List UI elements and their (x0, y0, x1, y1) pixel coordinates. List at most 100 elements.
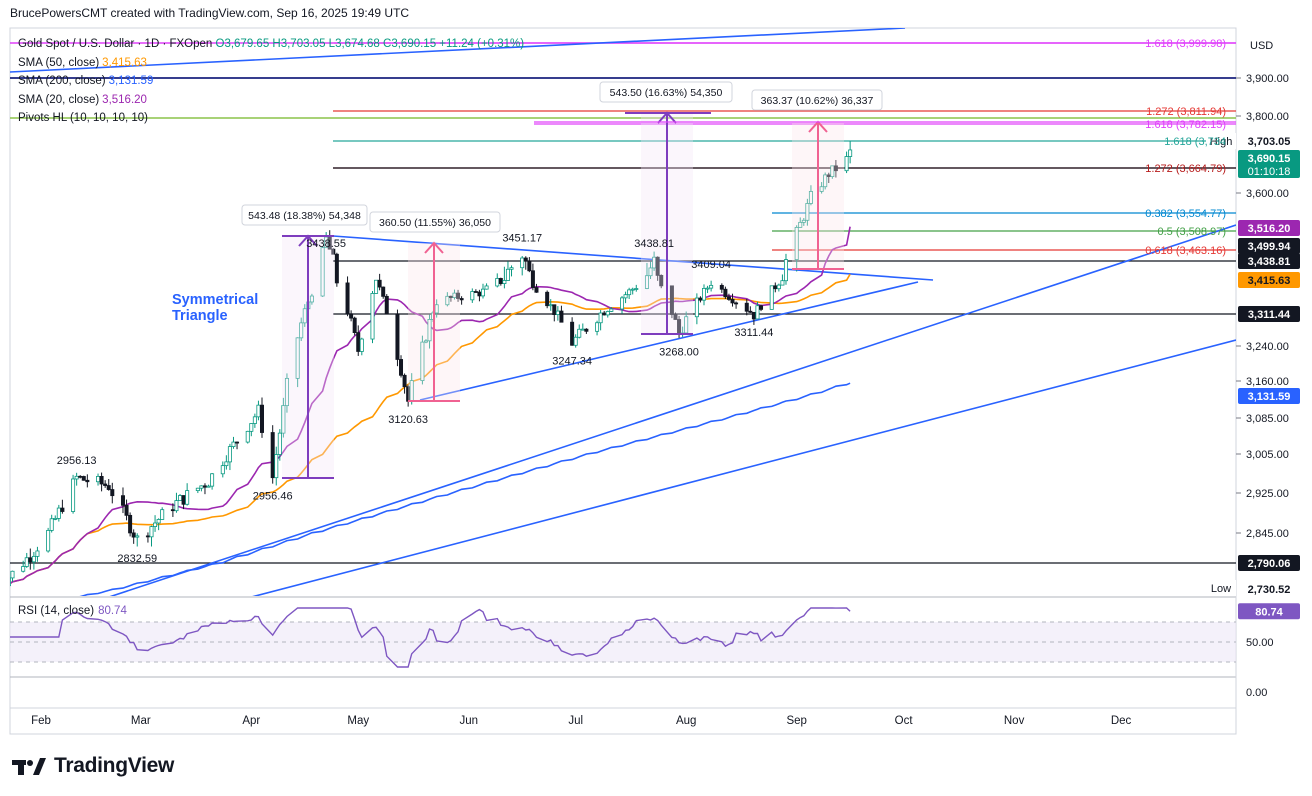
chart-attribution: BrucePowersCMT created with TradingView.… (10, 6, 410, 20)
candle-body (702, 288, 707, 301)
candle-body (698, 297, 703, 301)
candle-body (584, 328, 589, 332)
price-tick-label: 3,005.00 (1246, 449, 1289, 461)
rsi-value-badge (1238, 603, 1300, 620)
candle-body (480, 288, 485, 297)
candle-body (730, 299, 735, 304)
candle-body (199, 485, 204, 489)
time-tick-label: Nov (1004, 715, 1025, 727)
candle-body (96, 476, 101, 483)
candle-body (669, 285, 674, 315)
price-badge-countdown: 01:10:18 (1248, 166, 1291, 178)
candle-body (559, 310, 564, 323)
price-tick-label: 3,160.00 (1246, 376, 1289, 388)
candle-body (28, 557, 33, 563)
candle-body (235, 441, 240, 444)
candle-body (10, 577, 11, 587)
fib-level-label: 0.618 (3,463.16) (1145, 245, 1226, 257)
legend-sma200[interactable]: SMA (200, close) 3,131.59 (18, 72, 524, 91)
candle-body (434, 304, 439, 314)
candle-body (270, 432, 275, 479)
price-badge (1238, 133, 1300, 149)
trend-line (252, 339, 1236, 596)
low-tag-bg (1206, 580, 1236, 596)
candle-body (374, 279, 379, 294)
price-tick-label: 3,900.00 (1246, 73, 1289, 85)
time-tick-label: Sep (786, 715, 806, 727)
price-badge-label: 3,131.59 (1248, 391, 1291, 403)
legend-symbol-row[interactable]: Gold Spot / U.S. Dollar · 1D · FXOpen O3… (18, 35, 524, 54)
candle-body (295, 337, 300, 379)
candle-body (74, 475, 79, 480)
rsi-line (10, 607, 851, 668)
candle-body (509, 267, 514, 270)
candle-body (748, 310, 753, 313)
candle-body (570, 321, 575, 346)
legend-pivots[interactable]: Pivots HL (10, 10, 10, 10) (18, 109, 524, 128)
trend-line (109, 224, 1236, 596)
candle-body (281, 405, 286, 434)
candle-body (627, 289, 632, 296)
candle-body (356, 332, 361, 352)
candle-body (249, 423, 254, 432)
candle-body (470, 291, 475, 301)
legend-sma50[interactable]: SMA (50, close) 3,415.63 (18, 54, 524, 73)
rsi-legend[interactable]: RSI (14, close) 80.74 (18, 605, 127, 617)
candle-body (302, 308, 307, 324)
candle-body (744, 302, 749, 312)
sma50-value: 3,415.63 (102, 56, 147, 69)
legend-sma20[interactable]: SMA (20, close) 3,516.20 (18, 91, 524, 110)
candle-body (277, 432, 282, 455)
pivot-price-label: 3438.81 (634, 238, 674, 250)
candle-body (0, 587, 3, 588)
price-badge (1238, 253, 1300, 269)
measure-text: 360.50 (11.55%) 36,050 (379, 217, 491, 229)
candle-body (178, 495, 183, 501)
candle-body (53, 518, 58, 520)
candle-body (78, 475, 83, 478)
sma20-label: SMA (20, close) (18, 93, 100, 106)
fib-level-label: 1.618 (3,734 (1164, 136, 1226, 148)
tradingview-logo[interactable]: TradingView (12, 754, 174, 778)
candle-body (520, 257, 525, 269)
candle-body (31, 555, 36, 563)
candle-body (224, 461, 229, 467)
candle-body (349, 313, 354, 319)
candle-body (709, 284, 714, 289)
pivot-price-label: 3247.34 (552, 356, 592, 368)
candle-body (459, 298, 464, 301)
candle-body (684, 316, 689, 334)
candle-body (149, 526, 154, 538)
price-badge-label: 3,438.81 (1248, 256, 1291, 268)
candle-body (231, 441, 236, 447)
candle-body (110, 489, 115, 497)
measure-text: 543.48 (18.38%) 54,348 (248, 210, 361, 222)
sma200-label: SMA (200, close) (18, 75, 106, 87)
candle-body (705, 287, 710, 290)
candle-body (35, 550, 40, 557)
candle-body (259, 404, 264, 433)
fib-level-label: 0.382 (3,554.77) (1145, 208, 1226, 220)
price-badge-label: 3,703.05 (1248, 136, 1291, 148)
time-tick-label: Jul (568, 715, 583, 727)
candle-body (359, 338, 364, 352)
tradingview-brand: TradingView (54, 754, 175, 777)
candle-body (420, 341, 425, 382)
candle-body (473, 291, 478, 293)
measure-box (599, 81, 733, 103)
candle-body (256, 404, 261, 418)
price-badge (1238, 150, 1300, 178)
candle-body (334, 253, 339, 284)
candle-body (103, 483, 108, 486)
candle-body (801, 219, 806, 223)
candle-body (580, 328, 585, 331)
currency-label: USD (1250, 40, 1273, 52)
pivot-price-label: 3438.55 (306, 238, 346, 250)
candle-body (780, 280, 785, 286)
candle-body (655, 256, 660, 276)
candle-body (555, 310, 560, 315)
candle-body (170, 509, 175, 512)
candle-body (252, 416, 257, 424)
candle-body (195, 487, 200, 492)
